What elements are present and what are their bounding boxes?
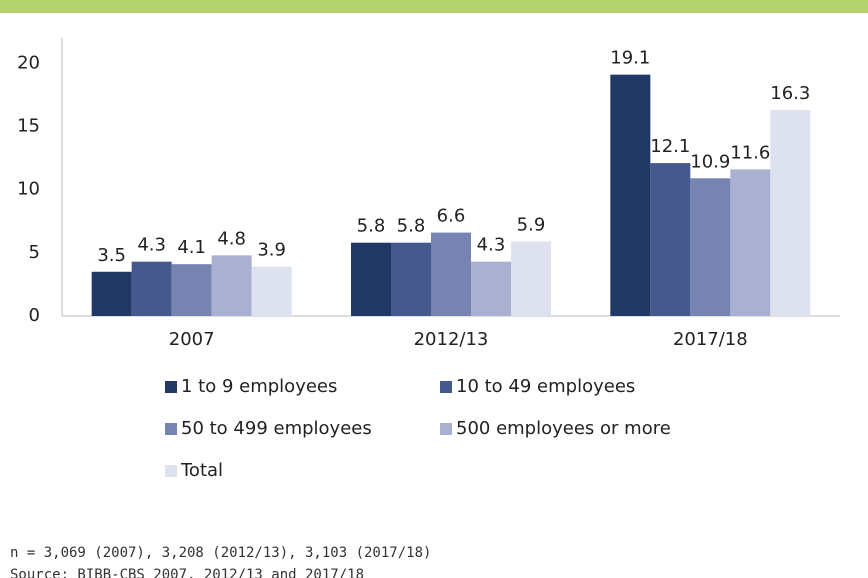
y-tick-label: 15	[17, 115, 40, 136]
value-label: 16.3	[770, 83, 810, 104]
bar	[131, 261, 172, 316]
y-tick-label: 5	[29, 242, 40, 263]
bar	[511, 241, 551, 316]
legend-label: 1 to 9 employees	[181, 376, 337, 397]
legend-swatch	[165, 423, 177, 435]
value-label: 11.6	[730, 142, 770, 163]
x-tick-label: 2017/18	[673, 329, 748, 350]
legend-swatch	[440, 381, 452, 393]
x-tick-label: 2012/13	[414, 329, 489, 350]
value-label: 4.1	[177, 237, 206, 258]
bar	[251, 266, 292, 316]
value-label: 19.1	[610, 48, 650, 69]
value-label: 4.3	[137, 235, 166, 256]
value-label: 6.6	[437, 206, 466, 227]
value-label: 12.1	[650, 136, 690, 157]
note: Source: BIBB-CBS 2007, 2012/13 and 2017/…	[10, 567, 364, 578]
bar	[91, 271, 132, 316]
value-label: 5.9	[517, 214, 546, 235]
legend-label: 50 to 499 employees	[181, 418, 372, 439]
legend-swatch	[165, 465, 177, 477]
value-label: 5.8	[357, 216, 386, 237]
bar	[610, 74, 651, 317]
value-label: 4.3	[477, 235, 506, 256]
legend-label: Total	[180, 460, 223, 481]
bar	[391, 242, 431, 316]
value-label: 3.9	[257, 240, 286, 261]
note: n = 3,069 (2007), 3,208 (2012/13), 3,103…	[10, 545, 431, 561]
bar	[730, 169, 771, 316]
bar	[650, 163, 691, 316]
bar	[351, 242, 391, 316]
header-band	[0, 0, 868, 13]
y-tick-label: 20	[17, 52, 40, 73]
legend-swatch	[440, 423, 452, 435]
value-label: 3.5	[97, 245, 126, 266]
legend-label: 500 employees or more	[456, 418, 671, 439]
y-tick-label: 0	[29, 305, 40, 326]
y-tick-label: 10	[17, 179, 40, 200]
bar	[770, 110, 811, 316]
value-label: 10.9	[690, 151, 730, 172]
bar	[171, 264, 212, 316]
legend-label: 10 to 49 employees	[456, 376, 635, 397]
bar	[431, 232, 471, 316]
bar	[471, 261, 511, 316]
value-label: 4.8	[217, 228, 246, 249]
value-label: 5.8	[397, 216, 426, 237]
x-tick-label: 2007	[169, 329, 215, 350]
bar	[690, 178, 731, 316]
legend-swatch	[165, 381, 177, 393]
bar	[211, 255, 252, 316]
